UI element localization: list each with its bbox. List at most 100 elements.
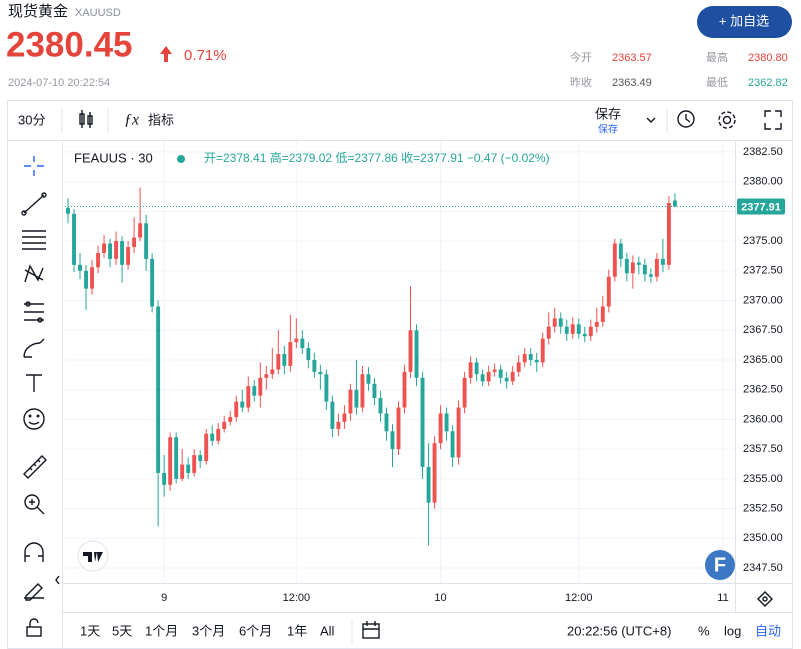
candle-body [444, 413, 449, 432]
indicators[interactable]: 指标 [148, 112, 174, 127]
candle-body [420, 377, 425, 467]
interval[interactable]: 30分 [18, 112, 45, 127]
candle-body [390, 431, 395, 450]
save[interactable]: 保存 [595, 106, 621, 121]
candle-body [66, 207, 70, 214]
stat-value: 2363.57 [612, 52, 652, 64]
range-button[interactable]: 3个月 [192, 623, 225, 638]
y-tick-label: 2380.00 [743, 176, 783, 188]
candle-body [312, 359, 317, 372]
candle-body [498, 369, 503, 378]
y-tick-label: 2372.50 [743, 265, 783, 277]
settings-icon[interactable] [718, 111, 736, 129]
reset-scale[interactable] [757, 591, 773, 607]
candle-body [342, 413, 347, 422]
candle-body [78, 264, 82, 271]
chevron[interactable] [646, 117, 656, 123]
candle-body [186, 464, 191, 473]
candle-body [540, 338, 545, 363]
candle-body [216, 428, 221, 441]
candle-body [336, 421, 341, 429]
candle-body [234, 401, 239, 418]
candle-body [450, 431, 455, 458]
last-price-label: 2377.91 [741, 201, 781, 213]
range-button[interactable]: All [320, 623, 335, 638]
candle-body [672, 200, 677, 207]
auto-toggle[interactable]: 自动 [755, 623, 781, 638]
candle-body [126, 247, 131, 265]
x-tick-label: 11 [717, 592, 728, 604]
range-button[interactable]: 1天 [80, 623, 100, 638]
range-button[interactable]: 6个月 [239, 623, 272, 638]
drawing-tools[interactable] [21, 156, 47, 637]
price: 2380.45 [6, 25, 133, 64]
candle-body [102, 243, 107, 253]
watch-button[interactable] [697, 6, 792, 38]
percent-toggle[interactable]: % [698, 623, 710, 638]
candle-body [606, 276, 611, 307]
candle-body [330, 401, 335, 429]
alert-icon[interactable] [677, 110, 695, 128]
save-sub[interactable]: 保存 [598, 123, 618, 136]
candle-body [588, 326, 593, 337]
y-tick-label: 2362.50 [743, 384, 783, 396]
candle-body [348, 389, 353, 414]
fullscreen-icon[interactable] [764, 110, 782, 130]
candle-body [624, 258, 629, 274]
x-tick-label: 10 [434, 592, 446, 604]
stat-label: 今开 [570, 50, 592, 64]
candle-body [282, 354, 287, 366]
candle-body [534, 359, 539, 363]
candle-body [198, 455, 203, 462]
y-tick-label: 2360.00 [743, 413, 783, 425]
candle-body [246, 386, 251, 408]
candle-body [408, 330, 413, 372]
candle-body [108, 243, 113, 259]
chart: FEAUUS · 30 开=2378.41 高=2379.02 低=2377.8… [65, 141, 785, 604]
f-logo: F [705, 550, 735, 580]
stat-value: 2362.82 [748, 77, 788, 89]
candle-body [630, 262, 635, 274]
candle-body [300, 338, 305, 349]
range-button[interactable]: 5天 [112, 623, 132, 638]
change: 0.71% [184, 47, 227, 64]
candle-body [516, 362, 521, 372]
watch-button-label[interactable]: + 加自选 [719, 13, 769, 28]
candle-icon[interactable] [79, 110, 93, 128]
candle-body [660, 258, 665, 265]
candle-body [144, 223, 149, 259]
candle-body [150, 258, 155, 307]
candle-body [576, 324, 581, 334]
candle-body [168, 437, 173, 485]
calendar-icon[interactable] [362, 621, 380, 639]
candle-body [528, 354, 533, 360]
log-toggle[interactable]: log [724, 623, 741, 638]
candle-body [642, 264, 647, 275]
candle-body [120, 241, 125, 265]
candle-body [384, 413, 389, 432]
candle-body [522, 354, 527, 363]
fx-icon[interactable]: ƒx [124, 112, 139, 129]
candle-body [72, 213, 76, 265]
candle-body [84, 270, 88, 289]
candle-body [468, 362, 473, 378]
range-button[interactable]: 1个月 [145, 623, 178, 638]
candle-body [654, 258, 659, 277]
range-button[interactable]: 1年 [287, 623, 307, 638]
candle-body [222, 421, 227, 429]
title: 现货黄金 [8, 3, 68, 20]
candle-body [156, 306, 161, 473]
candle-body [258, 377, 263, 396]
y-tick-label: 2365.00 [743, 354, 783, 366]
y-tick-label: 2350.00 [743, 532, 783, 544]
x-tick-label: 9 [161, 592, 167, 604]
candle-body [600, 306, 605, 322]
grid [65, 141, 735, 583]
candle-body [648, 274, 653, 277]
collapse[interactable] [55, 575, 60, 585]
candle-body [228, 417, 233, 422]
candle-body [462, 377, 467, 408]
candle-body [510, 371, 515, 382]
candle-body [558, 318, 563, 327]
